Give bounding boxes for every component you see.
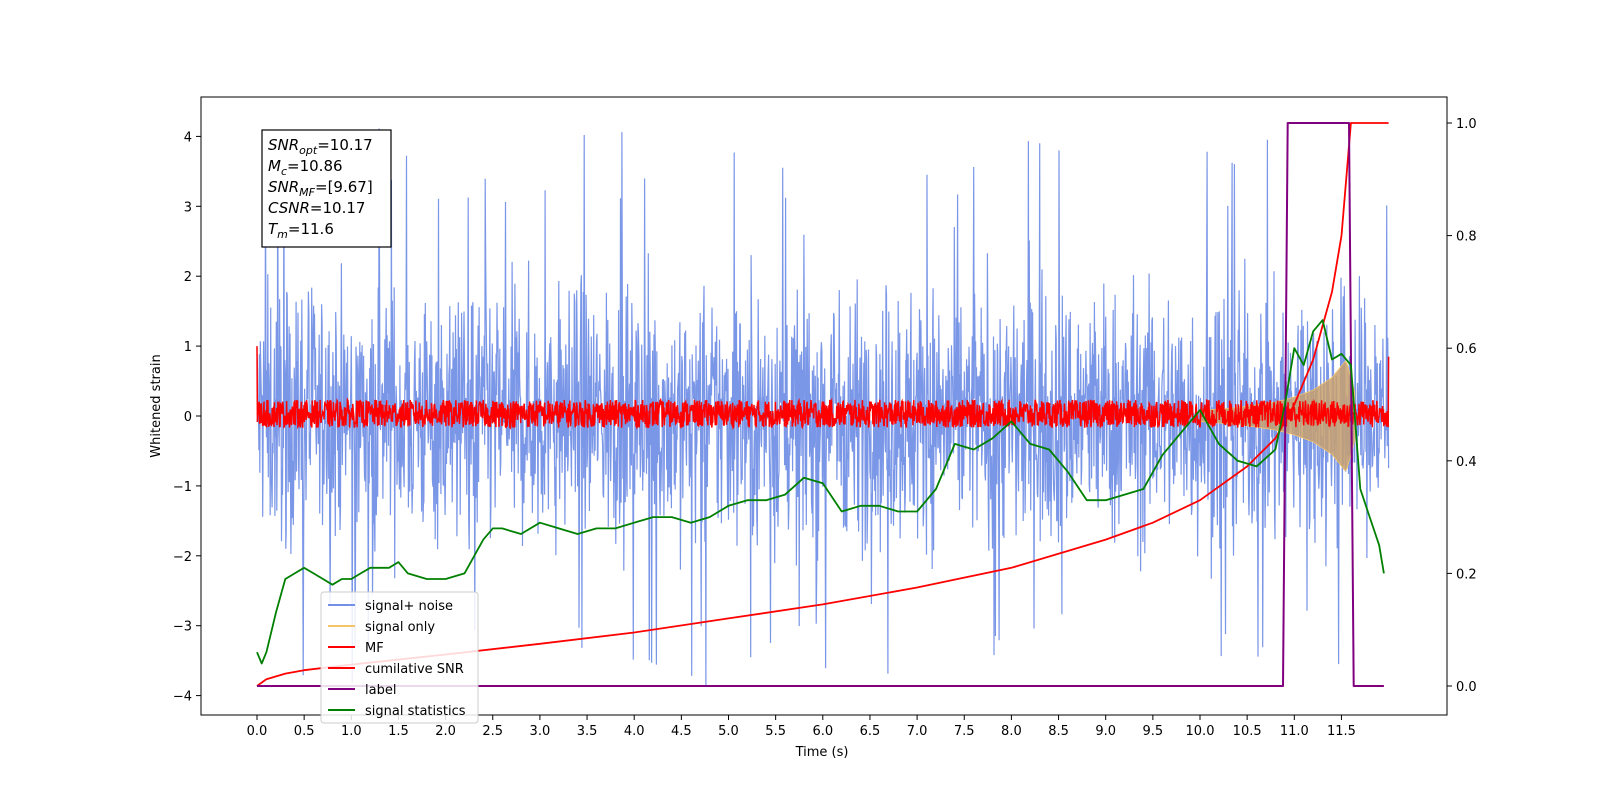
x-tick-label: 8.0 [1001,724,1022,739]
series-label [257,122,1384,687]
y-tick-label: −1 [173,480,192,495]
x-tick-label: 11.5 [1327,724,1356,739]
legend-entry: signal only [365,620,435,635]
y2-tick-label: 1.0 [1456,117,1477,132]
x-tick-label: 9.5 [1143,724,1164,739]
x-tick-label: 4.0 [624,724,645,739]
annotation-line: SNRMF=[9.67] [268,178,373,199]
y-tick-label: −2 [173,550,192,565]
x-tick-label: 0.0 [247,724,268,739]
y2-tick-label: 0.2 [1456,567,1477,582]
x-tick-label: 1.0 [341,724,362,739]
x-axis-label: Time (s) [795,745,849,760]
legend-entry: MF [365,641,384,656]
legend-box [320,591,479,724]
annotation-line: Tm=11.6 [268,220,334,241]
y-tick-label: 1 [184,340,192,355]
x-tick-label: 4.5 [671,724,692,739]
y2-tick-label: 0.6 [1456,342,1477,357]
series-signal-statistics [256,319,1385,665]
y-tick-label: 2 [184,270,192,285]
y-tick-label: 4 [184,130,192,145]
x-tick-label: 10.5 [1233,724,1262,739]
plot-area [200,96,1448,716]
x-tick-label: 6.5 [860,724,881,739]
x-tick-label: 5.5 [765,724,786,739]
y2-tick-label: 0.4 [1456,455,1477,470]
x-tick-label: 7.5 [954,724,975,739]
annotation-box [261,129,392,248]
x-tick-label: 0.5 [294,724,315,739]
annotation-line: CSNR=10.17 [268,199,365,217]
x-tick-label: 2.5 [482,724,503,739]
x-tick-label: 2.0 [435,724,456,739]
y2-tick-label: 0.0 [1456,680,1477,695]
y-tick-label: 0 [184,410,192,425]
x-tick-label: 6.0 [812,724,833,739]
x-tick-label: 3.5 [577,724,598,739]
annotation-line: SNRopt=10.17 [268,136,373,157]
y-axis-label: Whitened strain [149,354,164,457]
x-tick-label: 1.5 [388,724,409,739]
y-tick-label: −4 [173,690,192,705]
x-tick-label: 5.0 [718,724,739,739]
x-tick-label: 3.0 [530,724,551,739]
series-signal-noise [256,128,1390,687]
y-tick-label: 3 [184,200,192,215]
x-tick-label: 7.0 [907,724,928,739]
y2-tick-label: 0.8 [1456,230,1477,245]
y-tick-label: −3 [173,620,192,635]
legend-entry: cumilative SNR [365,662,464,677]
legend-entry: signal statistics [365,704,466,719]
legend-entry: signal+ noise [365,599,453,614]
legend-entry: label [365,683,396,698]
x-tick-label: 11.0 [1280,724,1309,739]
x-tick-label: 10.0 [1186,724,1215,739]
series-mf [256,346,1390,430]
x-tick-label: 8.5 [1048,724,1069,739]
x-tick-label: 9.0 [1095,724,1116,739]
annotation-line: Mc=10.86 [268,157,343,178]
